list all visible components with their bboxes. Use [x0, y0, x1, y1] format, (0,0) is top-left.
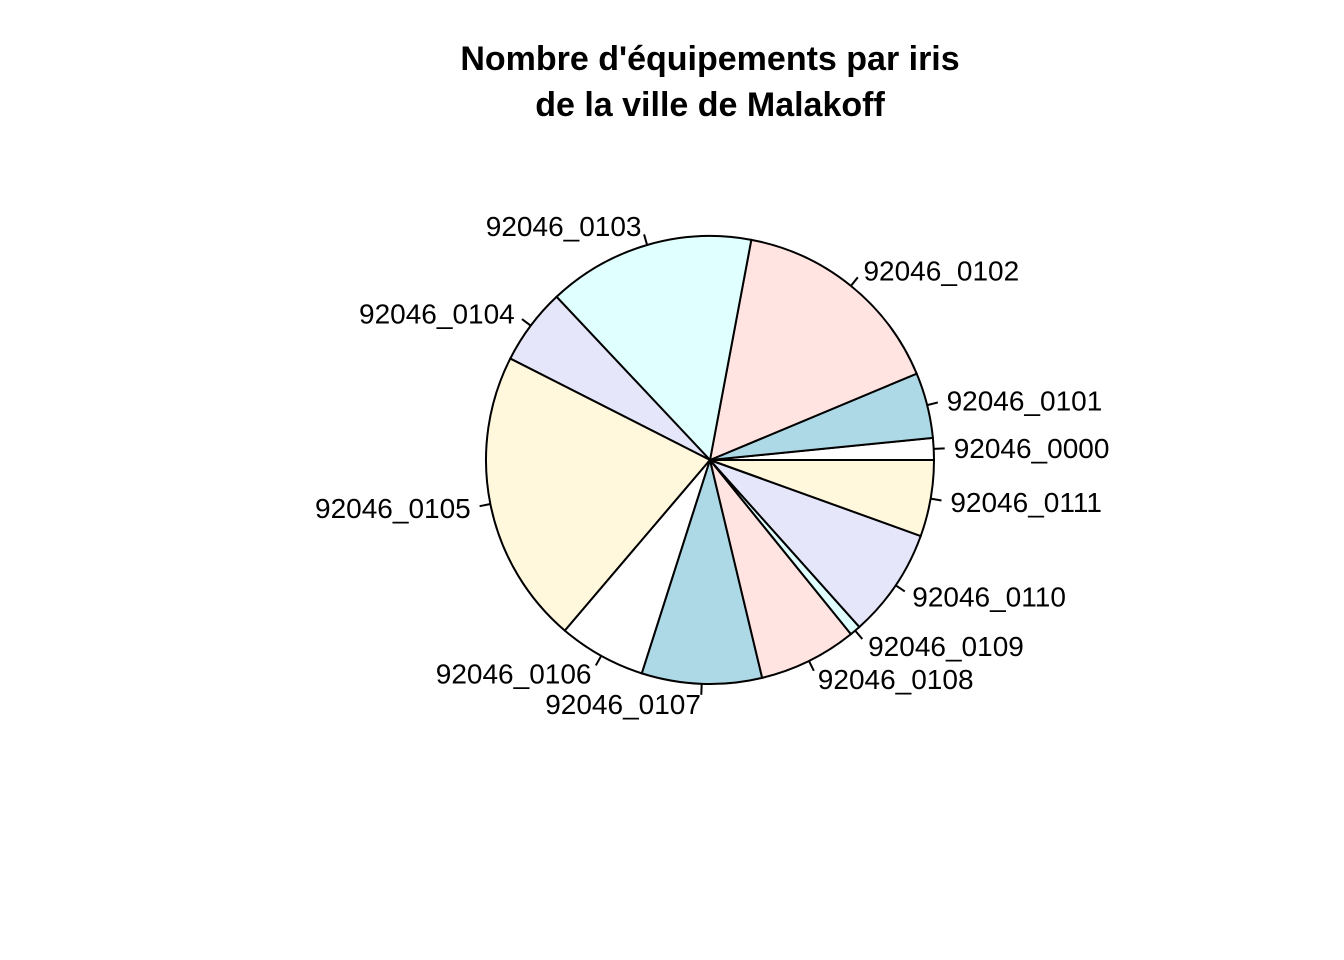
slice-label-92046_0101: 92046_0101 — [947, 385, 1103, 416]
pie-slice-92046_0103 — [555, 235, 753, 463]
label-tick-92046_0101 — [926, 401, 939, 407]
slice-label-92046_0105: 92046_0105 — [315, 493, 471, 524]
label-tick-92046_0102 — [850, 276, 859, 287]
pie-slice-92046_0110 — [709, 459, 922, 629]
slice-label-92046_0106: 92046_0106 — [436, 658, 592, 689]
slice-label-92046_0102: 92046_0102 — [863, 255, 1019, 286]
slice-label-92046_0000: 92046_0000 — [954, 433, 1110, 464]
slice-label-92046_0109: 92046_0109 — [868, 631, 1024, 662]
slice-label-92046_0111: 92046_0111 — [950, 487, 1102, 518]
chart-title-line-1: Nombre d'équipements par iris — [460, 40, 959, 78]
label-tick-92046_0111 — [930, 497, 942, 502]
slice-label-92046_0107: 92046_0107 — [545, 689, 701, 720]
pie-slice-92046_0105 — [485, 357, 712, 633]
label-tick-92046_0103 — [643, 234, 649, 246]
pie-slices — [485, 235, 936, 685]
label-tick-92046_0106 — [594, 655, 603, 666]
pie-slice-92046_0102 — [708, 238, 918, 462]
label-tick-92046_0104 — [521, 318, 532, 327]
pie-slice-92046_0107 — [640, 456, 764, 685]
slice-label-92046_0103: 92046_0103 — [486, 211, 642, 242]
label-tick-92046_0108 — [808, 660, 815, 672]
label-tick-92046_0000 — [933, 447, 945, 450]
slice-label-92046_0110: 92046_0110 — [912, 582, 1066, 613]
pie-slice-92046_0111 — [709, 459, 936, 538]
label-tick-92046_0109 — [854, 629, 864, 640]
slice-label-92046_0104: 92046_0104 — [359, 299, 515, 330]
slice-label-92046_0108: 92046_0108 — [818, 664, 974, 695]
chart-title-line-2: de la ville de Malakoff — [535, 86, 885, 124]
label-tick-92046_0110 — [895, 584, 906, 593]
label-ticks — [479, 234, 945, 695]
slice-labels: 92046_0000 92046_0101 92046_0102 92046_0103… — [315, 211, 1109, 720]
label-tick-92046_0105 — [479, 503, 491, 508]
